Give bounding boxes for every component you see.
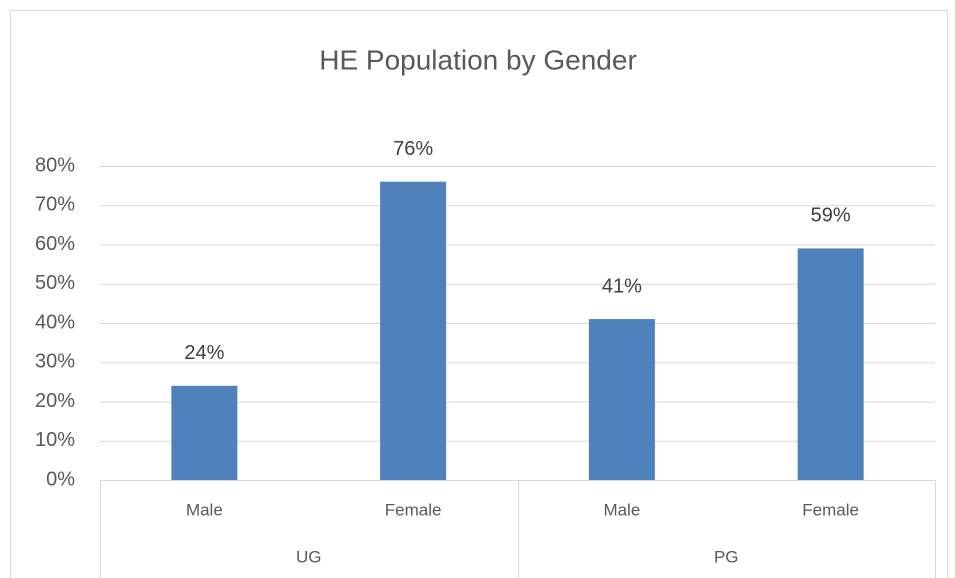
group-label: UG [296, 547, 322, 566]
y-tick-label: 30% [35, 351, 75, 373]
data-label: 24% [184, 342, 224, 364]
bar [380, 181, 447, 480]
data-label: 41% [602, 275, 642, 297]
x-tick-label: Male [603, 500, 640, 519]
x-tick-label: Female [802, 500, 859, 519]
chart-border [10, 10, 948, 578]
data-label: 76% [393, 138, 433, 160]
bar [797, 248, 864, 480]
x-tick-label: Male [186, 500, 223, 519]
y-tick-label: 0% [46, 468, 75, 490]
y-tick-label: 60% [35, 233, 75, 255]
x-tick-label: Female [385, 500, 442, 519]
y-tick-label: 70% [35, 194, 75, 216]
y-tick-label: 10% [35, 429, 75, 451]
chart-title: HE Population by Gender [319, 44, 637, 75]
group-label: PG [714, 547, 739, 566]
data-label: 59% [811, 205, 851, 227]
bar [588, 319, 655, 480]
bar [171, 385, 238, 480]
y-tick-label: 50% [35, 272, 75, 294]
y-tick-label: 40% [35, 311, 75, 333]
y-tick-label: 80% [35, 154, 75, 176]
y-tick-label: 20% [35, 390, 75, 412]
